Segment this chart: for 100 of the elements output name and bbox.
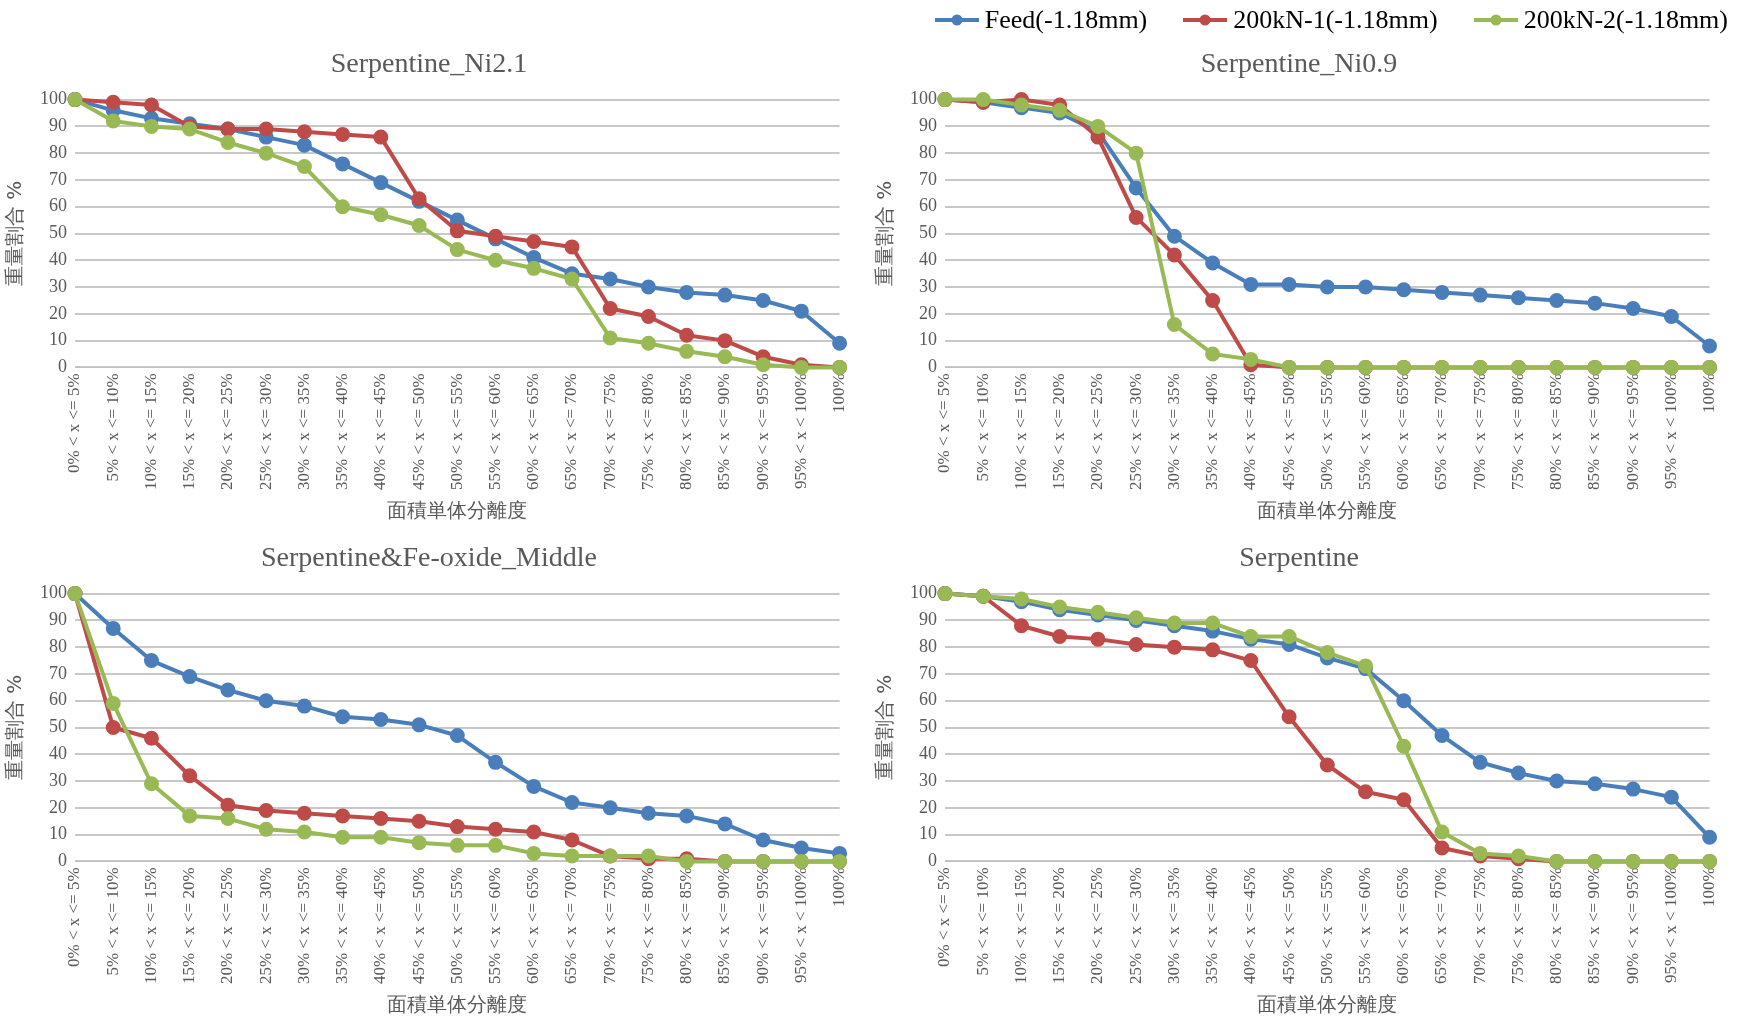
y-tick-label: 30 (919, 275, 937, 296)
x-tick-label: 65% < x <= 70% (561, 373, 581, 491)
y-tick-label: 80 (49, 141, 67, 162)
x-tick-label: 35% < x <= 40% (332, 867, 352, 985)
y-tick-label: 90 (919, 115, 937, 136)
y-tick-label: 70 (49, 662, 67, 683)
y-tick-label: 100 (910, 582, 937, 603)
x-tick-label: 95% < x < 100% (1660, 867, 1680, 983)
y-axis-title: 重量割合 % (2, 180, 27, 287)
x-tick-label: 45% < x <= 50% (1278, 373, 1298, 491)
x-tick-label: 30% < x <= 35% (293, 867, 313, 985)
y-axis-title: 重量割合 % (2, 674, 27, 781)
x-tick-label: 60% < x <= 65% (1393, 867, 1413, 985)
x-tick-label: 100% (1699, 867, 1719, 908)
x-tick-label: 5% < x <= 10% (102, 867, 122, 976)
x-tick-label: 55% < x <= 60% (1355, 867, 1374, 985)
y-tick-label: 40 (919, 743, 937, 764)
x-tick-label: 55% < x <= 60% (485, 867, 504, 985)
x-tick-label: 0% < x <= 5% (64, 867, 84, 968)
y-tick-label: 100 (40, 582, 67, 603)
x-tick-label: 95% < x < 100% (1660, 373, 1680, 489)
y-tick-label: 100 (910, 88, 937, 109)
x-tick-label: 30% < x <= 35% (1163, 373, 1183, 491)
y-tick-label: 50 (919, 716, 937, 737)
x-tick-label: 15% < x <= 20% (1049, 373, 1069, 491)
y-tick-label: 50 (49, 716, 67, 737)
x-tick-label: 75% < x <= 80% (637, 373, 657, 491)
x-tick-label: 20% < x <= 25% (217, 867, 237, 985)
x-tick-label: 35% < x <= 40% (1202, 373, 1222, 491)
x-tick-label: 60% < x <= 65% (523, 373, 543, 491)
x-tick-label: 90% < x <= 95% (752, 373, 772, 491)
x-tick-label: 40% < x <= 45% (1240, 867, 1260, 985)
x-tick-label: 85% < x <= 90% (714, 373, 734, 491)
x-tick-label: 10% < x <= 15% (1010, 373, 1030, 491)
x-tick-label: 40% < x <= 45% (370, 867, 390, 985)
x-tick-label: 85% < x <= 90% (1584, 867, 1604, 985)
x-tick-label: 80% < x <= 85% (1546, 373, 1566, 491)
x-tick-label: 45% < x <= 50% (408, 867, 428, 985)
y-tick-label: 0 (58, 850, 67, 871)
y-tick-label: 30 (919, 769, 937, 790)
legend-label: Feed(-1.18mm) (984, 5, 1148, 35)
x-tick-label: 70% < x <= 75% (1469, 373, 1489, 491)
x-tick-label: 20% < x <= 25% (1087, 373, 1107, 491)
x-tick-label: 60% < x <= 65% (1393, 373, 1413, 491)
y-axis-title: 重量割合 % (872, 180, 897, 287)
y-tick-label: 60 (919, 195, 937, 216)
y-tick-label: 30 (49, 275, 67, 296)
y-tick-label: 60 (49, 195, 67, 216)
x-tick-label: 35% < x <= 40% (1202, 867, 1222, 985)
x-tick-label: 75% < x <= 80% (637, 867, 657, 985)
x-tick-label: 70% < x <= 75% (599, 867, 619, 985)
x-tick-label: 90% < x <= 95% (1622, 373, 1642, 491)
x-axis-title: 面積単体分離度 (1257, 498, 1398, 523)
y-tick-label: 90 (49, 115, 67, 136)
y-tick-label: 30 (49, 769, 67, 790)
legend-label: 200kN-1(-1.18mm) (1233, 5, 1438, 35)
x-axis-title: 面積単体分離度 (1257, 992, 1398, 1017)
x-tick-label: 40% < x <= 45% (1240, 373, 1260, 491)
chart-title: Serpentine_Ni2.1 (330, 47, 528, 79)
y-tick-label: 90 (919, 609, 937, 630)
x-tick-label: 10% < x <= 15% (140, 373, 160, 491)
y-tick-label: 80 (49, 635, 67, 656)
y-tick-label: 50 (49, 222, 67, 243)
y-tick-label: 0 (928, 356, 937, 377)
y-tick-label: 0 (58, 356, 67, 377)
x-tick-label: 5% < x <= 10% (972, 867, 992, 976)
y-tick-label: 20 (49, 796, 67, 817)
x-tick-label: 80% < x <= 85% (1546, 867, 1566, 985)
x-tick-label: 100% (829, 373, 849, 414)
chart-title: Serpentine (1239, 541, 1359, 573)
y-tick-label: 80 (919, 141, 937, 162)
x-tick-label: 85% < x <= 90% (714, 867, 734, 985)
x-tick-label: 25% < x <= 30% (1125, 373, 1145, 491)
x-tick-label: 65% < x <= 70% (1431, 867, 1451, 985)
legend-label: 200kN-2(-1.18mm) (1523, 5, 1728, 35)
x-axis-title: 面積単体分離度 (387, 498, 528, 523)
x-tick-label: 95% < x < 100% (790, 373, 810, 489)
x-tick-label: 85% < x <= 90% (1584, 373, 1604, 491)
x-tick-label: 45% < x <= 50% (1278, 867, 1298, 985)
x-tick-label: 35% < x <= 40% (332, 373, 352, 491)
y-tick-label: 100 (40, 88, 67, 109)
y-tick-label: 10 (49, 823, 67, 844)
y-tick-label: 40 (919, 249, 937, 270)
x-tick-label: 90% < x <= 95% (1622, 867, 1642, 985)
y-axis-title: 重量割合 % (872, 674, 897, 781)
y-tick-label: 40 (49, 743, 67, 764)
y-tick-label: 10 (49, 329, 67, 350)
x-tick-label: 40% < x <= 45% (370, 373, 390, 491)
chart-title: Serpentine_Ni0.9 (1200, 47, 1398, 79)
y-tick-label: 10 (919, 329, 937, 350)
x-tick-label: 50% < x <= 55% (446, 867, 466, 985)
y-tick-label: 20 (919, 796, 937, 817)
x-tick-label: 15% < x <= 20% (179, 373, 199, 491)
y-tick-label: 0 (928, 850, 937, 871)
x-tick-label: 55% < x <= 60% (1355, 373, 1374, 491)
x-tick-label: 50% < x <= 55% (446, 373, 466, 491)
x-tick-label: 15% < x <= 20% (1049, 867, 1069, 985)
y-tick-label: 80 (919, 635, 937, 656)
x-tick-label: 50% < x <= 55% (1316, 867, 1336, 985)
x-tick-label: 55% < x <= 60% (485, 373, 504, 491)
